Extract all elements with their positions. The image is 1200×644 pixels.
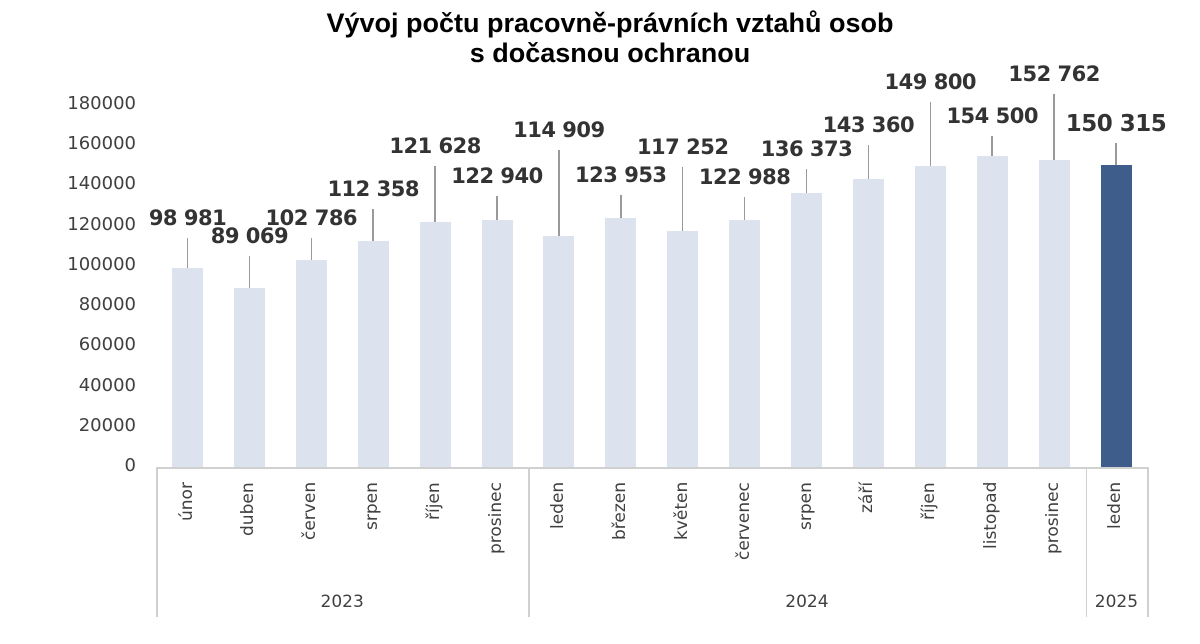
data-label: 89 069 [210,223,289,248]
leader-line [186,237,189,268]
leader-line [681,167,684,232]
y-tick-label: 120000 [67,213,136,235]
data-label: 122 940 [451,163,543,188]
data-label: 154 500 [946,104,1038,129]
year-group-label: 2025 [1094,592,1139,612]
data-label: 98 981 [148,205,227,230]
data-label: 123 953 [575,162,667,187]
y-tick-label: 40000 [78,374,136,396]
leader-line [805,168,808,193]
leader-line [496,195,498,220]
data-label: 117 252 [636,135,729,160]
bar [419,222,451,467]
y-tick-label: 160000 [67,133,136,155]
y-tick-label: 180000 [67,93,136,114]
bar [791,192,822,467]
leader-line [372,209,374,242]
leader-line [248,255,251,288]
chart-title: Vývoj počtu pracovně-právních vztahů oso… [0,8,1200,68]
x-tick-label: říjen [919,482,940,520]
chart-title-line-1: Vývoj počtu pracovně-právních vztahů oso… [326,8,894,38]
bar [233,287,265,467]
data-label: 121 628 [389,134,481,159]
data-label: 152 762 [1008,61,1100,86]
x-tick-label: červenec [733,482,754,560]
x-tick-label: prosinec [1043,482,1064,554]
leader-line [867,144,870,179]
year-group-label: 2023 [320,592,364,612]
x-tick-label: květen [671,481,692,540]
bar [295,260,327,467]
leader-line [434,166,436,223]
bar [357,241,389,467]
bar [543,235,575,467]
data-label: 122 988 [698,164,791,189]
x-tick-label: říjen [424,482,445,520]
leader-line [743,196,746,220]
bar [481,219,513,467]
y-tick-label: 60000 [78,334,136,356]
bar [605,217,637,467]
bar [976,156,1008,467]
leader-line [991,136,993,157]
data-label: 114 909 [513,117,605,142]
bar [1038,159,1070,467]
x-tick-label: únor [176,482,197,521]
leader-line [1053,93,1055,160]
leader-line [1115,142,1117,165]
bar [667,231,699,467]
chart-title-line-2: s dočasnou ochranou [469,38,751,68]
group-separator [156,467,158,617]
data-label: 143 360 [822,112,915,137]
x-tick-label: srpen [362,482,383,530]
leader-line [310,238,313,261]
bar [852,178,884,467]
bar [172,267,203,467]
x-tick-label: březen [609,481,630,540]
group-separator [1147,467,1149,617]
x-tick-label: listopad [981,481,1002,549]
group-separator [528,467,530,617]
y-tick-label: 80000 [78,294,136,316]
group-separator [1085,467,1087,617]
y-tick-label: 100000 [67,253,136,275]
x-tick-label: srpen [795,482,816,530]
x-tick-label: leden [547,481,568,529]
x-tick-label: duben [238,482,259,536]
bar [1100,164,1132,467]
y-tick-label: 0 [124,455,136,476]
bar [914,165,946,467]
data-label: 150 315 [1065,110,1167,137]
leader-line [558,149,560,236]
bar [729,219,761,467]
y-tick-label: 20000 [78,414,136,436]
y-tick-label: 140000 [67,173,136,195]
x-tick-label: září [857,481,878,513]
data-label: 136 373 [760,136,853,161]
leader-line [620,194,622,218]
data-label: 112 358 [327,177,419,202]
x-tick-label: prosinec [486,482,506,554]
x-tick-label: leden [1105,481,1125,529]
year-group-label: 2024 [785,592,829,612]
leader-line [929,101,932,166]
data-label: 102 786 [265,206,358,231]
x-axis-line [156,467,1148,469]
data-label: 149 800 [884,69,977,94]
x-tick-label: červen [300,481,321,540]
